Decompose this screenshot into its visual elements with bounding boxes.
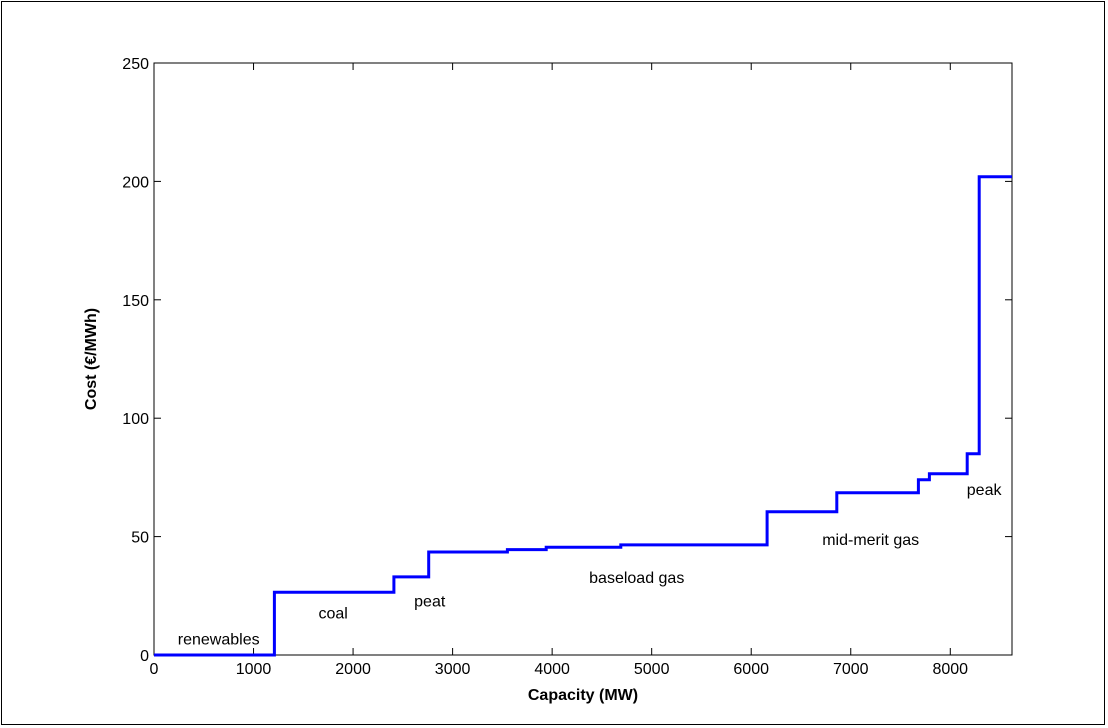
annotation-label: coal xyxy=(318,605,347,622)
annotation-label: baseload gas xyxy=(589,570,684,587)
cost-step-line xyxy=(154,175,1012,657)
y-tick-label: 50 xyxy=(131,530,149,547)
y-axis-title: Cost (€/MWh) xyxy=(83,308,100,410)
x-tick-label: 1000 xyxy=(236,661,272,678)
annotation-label: renewables xyxy=(178,631,260,648)
annotations: renewables coal peat baseload gas mid-merit … xyxy=(178,482,1003,648)
x-tick-label: 3000 xyxy=(435,661,471,678)
plot-area xyxy=(153,62,1013,656)
y-tick-label: 100 xyxy=(122,411,149,428)
y-axis-ticks: 0 50 100 150 200 250 xyxy=(122,56,1012,665)
x-tick-label: 5000 xyxy=(634,661,670,678)
y-tick-label: 200 xyxy=(122,174,149,191)
annotation-label: peak xyxy=(967,482,1003,499)
x-tick-label: 8000 xyxy=(932,661,968,678)
y-tick-label: 150 xyxy=(122,293,149,310)
x-tick-label: 6000 xyxy=(733,661,769,678)
x-tick-label: 2000 xyxy=(335,661,371,678)
annotation-label: peat xyxy=(414,594,446,611)
x-tick-label: 4000 xyxy=(534,661,570,678)
x-axis-ticks: 0 1000 2000 3000 4000 5000 6000 7000 8000 xyxy=(150,63,968,678)
y-tick-label: 0 xyxy=(140,648,149,665)
annotation-label: mid-merit gas xyxy=(822,532,919,549)
y-tick-label: 250 xyxy=(122,56,149,73)
x-axis-title: Capacity (MW) xyxy=(528,687,638,704)
x-tick-label: 0 xyxy=(150,661,159,678)
x-tick-label: 7000 xyxy=(833,661,869,678)
